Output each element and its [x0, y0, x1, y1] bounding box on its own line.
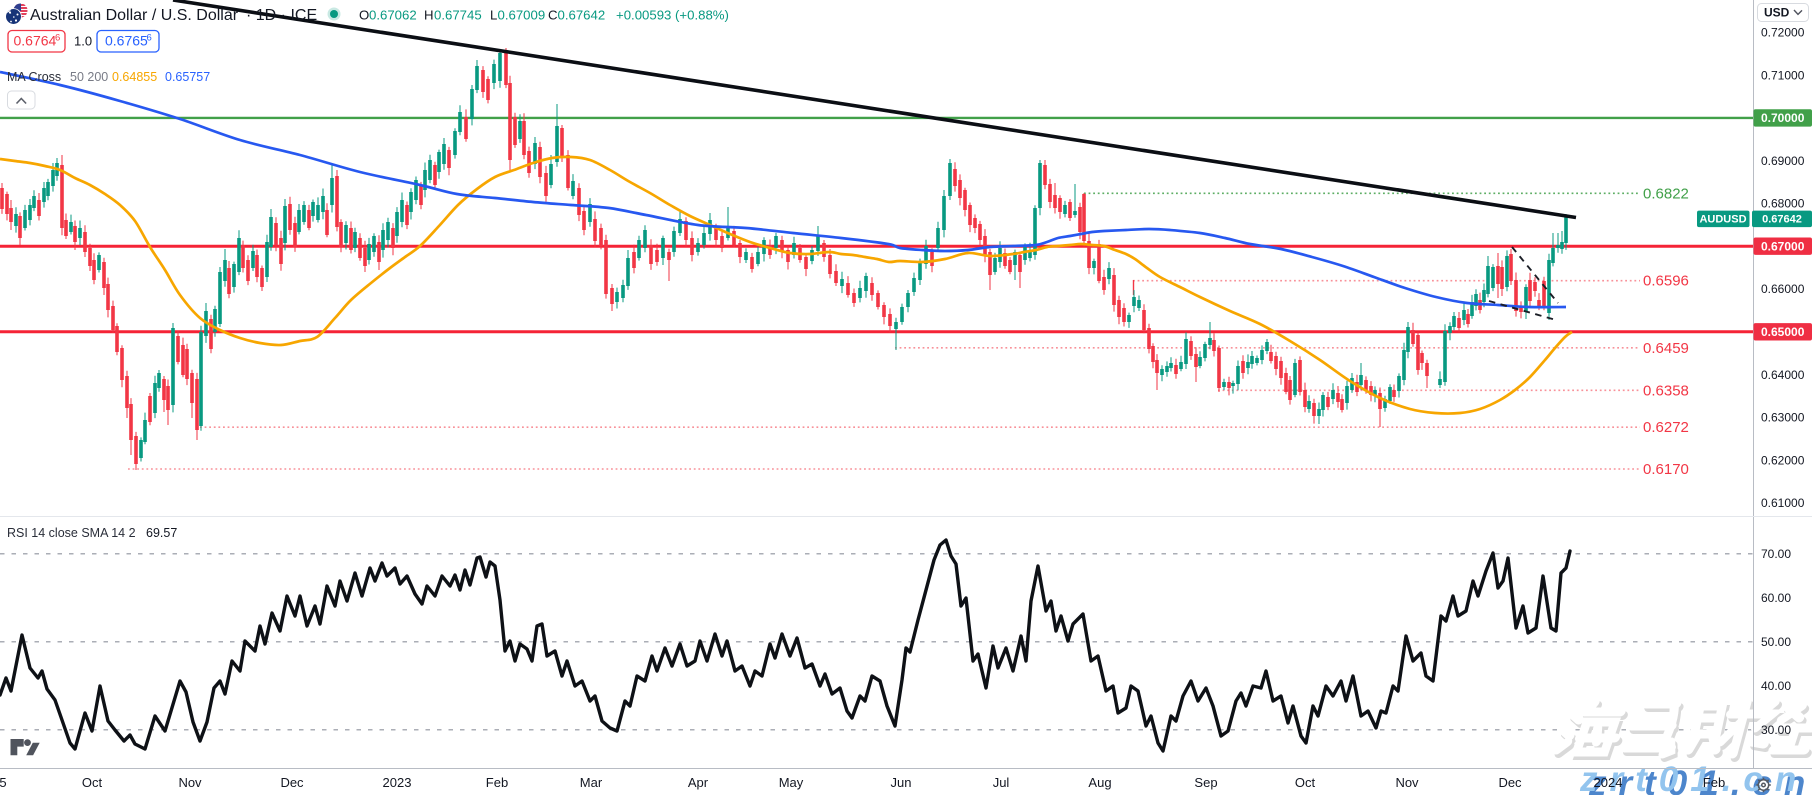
svg-text:H: H	[424, 8, 434, 23]
svg-text:L: L	[490, 8, 497, 23]
svg-text:Oct: Oct	[1295, 775, 1316, 790]
svg-text:5: 5	[0, 775, 7, 790]
svg-text:Oct: Oct	[82, 775, 103, 790]
svg-text:0.70000: 0.70000	[1761, 111, 1805, 125]
svg-text:70.00: 70.00	[1761, 547, 1791, 561]
svg-text:2024: 2024	[1594, 775, 1623, 790]
svg-text:0.64855: 0.64855	[112, 70, 157, 84]
svg-text:MA Cross: MA Cross	[7, 70, 61, 84]
svg-text:C: C	[548, 8, 558, 23]
svg-text:0.67062: 0.67062	[369, 8, 417, 23]
svg-text:0.6358: 0.6358	[1643, 382, 1689, 399]
svg-text:0.65757: 0.65757	[165, 70, 210, 84]
svg-text:0.65000: 0.65000	[1761, 325, 1805, 339]
svg-text:6: 6	[147, 33, 152, 44]
svg-text:0.64000: 0.64000	[1761, 368, 1805, 382]
svg-text:0.63000: 0.63000	[1761, 411, 1805, 425]
svg-text:Sep: Sep	[1194, 775, 1217, 790]
svg-text:· 1D · ICE: · 1D · ICE	[246, 7, 317, 24]
svg-text:RSI 14 close SMA 14 2: RSI 14 close SMA 14 2	[7, 526, 136, 540]
svg-text:0.72000: 0.72000	[1761, 26, 1805, 40]
svg-text:Dec: Dec	[280, 775, 304, 790]
svg-text:0.67000: 0.67000	[1761, 239, 1805, 253]
svg-text:Jul: Jul	[993, 775, 1010, 790]
svg-text:0.6764: 0.6764	[14, 33, 57, 49]
svg-text:0.68000: 0.68000	[1761, 197, 1805, 211]
svg-text:0.6272: 0.6272	[1643, 419, 1689, 436]
svg-text:50.00: 50.00	[1761, 635, 1791, 649]
svg-text:Dec: Dec	[1498, 775, 1522, 790]
svg-text:0.67642: 0.67642	[558, 8, 606, 23]
svg-text:0.67009: 0.67009	[498, 8, 546, 23]
svg-text:0.6765: 0.6765	[105, 33, 148, 49]
svg-text:0.6459: 0.6459	[1643, 340, 1689, 357]
svg-text:Nov: Nov	[1395, 775, 1419, 790]
svg-text:69.57: 69.57	[146, 526, 177, 540]
svg-text:Apr: Apr	[688, 775, 709, 790]
svg-text:2023: 2023	[383, 775, 412, 790]
svg-text:0.6596: 0.6596	[1643, 273, 1689, 290]
svg-text:0.69000: 0.69000	[1761, 154, 1805, 168]
svg-text:USD: USD	[1764, 6, 1790, 20]
svg-text:Mar: Mar	[580, 775, 603, 790]
svg-text:30.00: 30.00	[1761, 723, 1791, 737]
svg-text:0.61000: 0.61000	[1761, 496, 1805, 510]
svg-text:60.00: 60.00	[1761, 591, 1791, 605]
svg-text:+0.00593 (+0.88%): +0.00593 (+0.88%)	[616, 8, 729, 23]
svg-text:1.0: 1.0	[74, 34, 92, 49]
svg-text:0.71000: 0.71000	[1761, 68, 1805, 82]
svg-text:May: May	[779, 775, 804, 790]
svg-text:50 200: 50 200	[70, 70, 108, 84]
svg-text:40.00: 40.00	[1761, 679, 1791, 693]
svg-text:Aug: Aug	[1088, 775, 1111, 790]
svg-text:O: O	[359, 8, 369, 23]
svg-text:Nov: Nov	[178, 775, 202, 790]
svg-text:Jun: Jun	[891, 775, 912, 790]
svg-text:0.6822: 0.6822	[1643, 185, 1689, 202]
svg-text:0.67642: 0.67642	[1762, 213, 1802, 225]
svg-text:0.62000: 0.62000	[1761, 453, 1805, 467]
svg-text:Feb: Feb	[486, 775, 508, 790]
svg-text:Australian Dollar / U.S. Dolla: Australian Dollar / U.S. Dollar	[30, 7, 239, 24]
svg-text:0.6170: 0.6170	[1643, 461, 1689, 478]
svg-text:Feb: Feb	[1703, 775, 1725, 790]
svg-text:AUDUSD: AUDUSD	[1699, 213, 1746, 225]
svg-text:6: 6	[55, 33, 60, 44]
svg-text:0.66000: 0.66000	[1761, 282, 1805, 296]
svg-text:0.67745: 0.67745	[434, 8, 482, 23]
